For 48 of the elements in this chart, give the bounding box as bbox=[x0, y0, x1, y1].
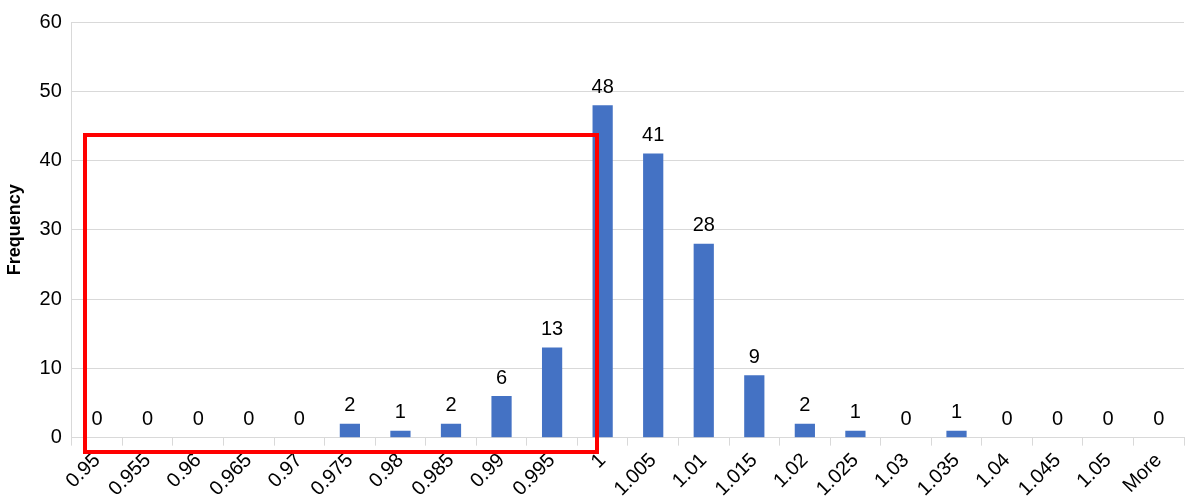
y-tick-label: 0 bbox=[50, 425, 62, 448]
y-tick-label: 40 bbox=[39, 148, 62, 171]
data-label: 0 bbox=[1102, 407, 1114, 430]
x-tick-label: 1 bbox=[585, 448, 610, 472]
data-label: 9 bbox=[748, 344, 760, 367]
data-label: 0 bbox=[293, 407, 305, 430]
y-tick-label: 50 bbox=[39, 78, 62, 101]
data-label: 2 bbox=[344, 393, 356, 416]
data-label: 28 bbox=[692, 213, 715, 236]
y-tick-label: 30 bbox=[39, 217, 62, 240]
data-label: 41 bbox=[642, 123, 665, 146]
x-tick-label: 0.96 bbox=[161, 448, 205, 492]
bar bbox=[491, 396, 512, 438]
data-label: 0 bbox=[91, 407, 103, 430]
data-label: 0 bbox=[192, 407, 204, 430]
y-tick-label: 60 bbox=[39, 9, 62, 32]
x-tick-label: 0.99 bbox=[465, 448, 509, 492]
bar bbox=[845, 430, 866, 438]
data-label: 2 bbox=[799, 393, 811, 416]
data-label: 48 bbox=[591, 74, 614, 97]
data-label: 0 bbox=[142, 407, 154, 430]
data-label: 13 bbox=[540, 317, 564, 340]
bar bbox=[339, 423, 360, 438]
data-label: 1 bbox=[849, 400, 861, 423]
bar bbox=[794, 423, 815, 438]
data-label: 1 bbox=[394, 400, 406, 423]
data-label: 0 bbox=[900, 407, 912, 430]
y-tick-label: 10 bbox=[39, 355, 62, 378]
data-label: 0 bbox=[1153, 407, 1165, 430]
data-label: 0 bbox=[1001, 407, 1013, 430]
x-tick-label: 0.95 bbox=[60, 448, 104, 492]
bar bbox=[390, 430, 411, 438]
x-tick-label: 0.97 bbox=[262, 448, 307, 492]
bar bbox=[440, 423, 462, 438]
y-tick-label: 20 bbox=[39, 286, 62, 309]
bar bbox=[946, 430, 967, 438]
data-label: 0 bbox=[243, 407, 255, 430]
data-label: 6 bbox=[495, 365, 508, 388]
data-label: 1 bbox=[950, 400, 963, 423]
y-axis-title: Frequency bbox=[3, 184, 24, 276]
data-label: 2 bbox=[445, 393, 457, 416]
bar bbox=[693, 243, 714, 438]
bar bbox=[744, 375, 765, 438]
bar bbox=[643, 153, 664, 438]
data-label: 0 bbox=[1052, 407, 1064, 430]
x-tick-label: 0.98 bbox=[364, 448, 408, 492]
x-tick-label: 1.01 bbox=[667, 448, 711, 492]
bar bbox=[541, 347, 563, 438]
